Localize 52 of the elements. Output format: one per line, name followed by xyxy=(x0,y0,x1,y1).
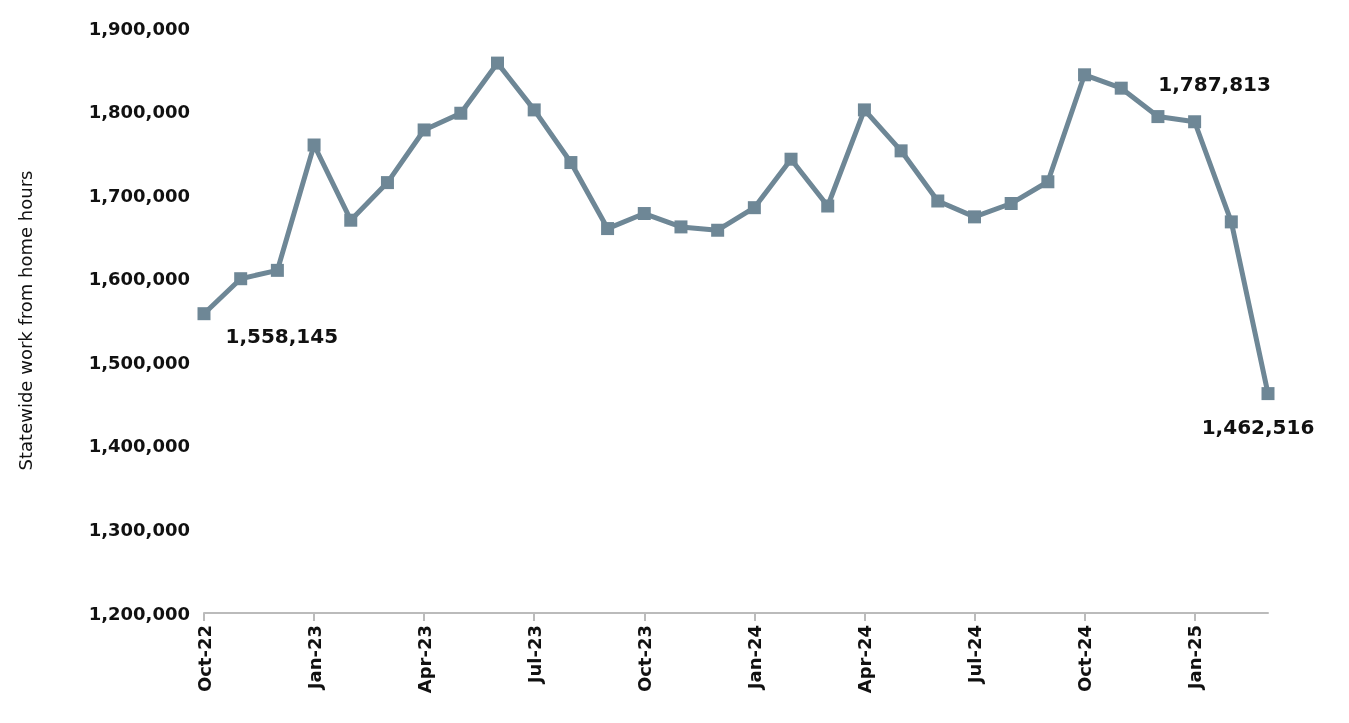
point xyxy=(344,213,358,227)
point xyxy=(527,103,541,117)
point xyxy=(1041,175,1055,189)
point xyxy=(197,307,211,321)
point xyxy=(674,220,688,234)
x-tick-label: Apr-23 xyxy=(413,625,435,694)
point xyxy=(821,199,835,213)
point xyxy=(564,156,578,170)
y-tick-label: 1,800,000 xyxy=(88,101,190,123)
x-tick-label: Oct-24 xyxy=(1074,625,1096,693)
y-tick-label: 1,900,000 xyxy=(88,17,190,39)
point xyxy=(491,56,505,70)
point xyxy=(711,223,725,237)
point xyxy=(417,123,431,137)
y-tick-label: 1,300,000 xyxy=(88,518,190,540)
x-tick-label: Jul-23 xyxy=(523,625,545,686)
point xyxy=(307,138,321,152)
point xyxy=(1188,115,1202,129)
data-label: 1,462,516 xyxy=(1201,415,1315,440)
x-tick-label: Oct-22 xyxy=(193,625,215,693)
point xyxy=(784,152,798,166)
x-tick-label: Jan-24 xyxy=(743,625,765,692)
x-tick-label: Oct-23 xyxy=(633,625,655,693)
point xyxy=(1261,387,1275,401)
point xyxy=(894,144,908,158)
point xyxy=(857,103,871,117)
point xyxy=(1224,215,1238,229)
point xyxy=(380,176,394,190)
data-label: 1,558,145 xyxy=(225,323,339,348)
y-tick-label: 1,200,000 xyxy=(88,602,190,624)
point xyxy=(270,263,284,277)
x-tick-label: Jul-24 xyxy=(963,625,985,686)
y-axis-title: Statewide work from home hours xyxy=(14,170,36,471)
point xyxy=(601,222,615,236)
data-label: 1,787,813 xyxy=(1158,72,1271,97)
y-tick-label: 1,600,000 xyxy=(88,268,190,290)
x-tick-label: Apr-24 xyxy=(853,625,875,694)
point xyxy=(454,106,468,120)
point xyxy=(637,207,651,221)
point xyxy=(234,272,248,286)
y-tick-label: 1,500,000 xyxy=(88,351,190,373)
point xyxy=(1151,110,1165,124)
y-tick-label: 1,400,000 xyxy=(88,435,190,457)
point xyxy=(931,194,945,208)
point xyxy=(967,210,981,224)
point xyxy=(747,201,761,215)
point xyxy=(1114,81,1128,95)
x-tick-label: Jan-25 xyxy=(1184,625,1206,692)
y-tick-label: 1,700,000 xyxy=(88,184,190,206)
point xyxy=(1004,197,1018,210)
x-tick-label: Jan-23 xyxy=(303,625,325,692)
point xyxy=(1078,68,1092,82)
